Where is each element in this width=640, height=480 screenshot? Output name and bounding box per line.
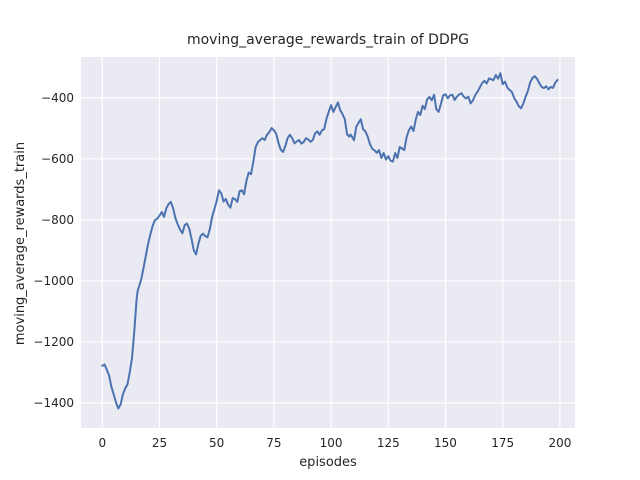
x-tick-label: 125 <box>376 436 400 450</box>
y-tick-label: −400 <box>41 90 74 105</box>
y-tick-label: −600 <box>41 151 74 166</box>
y-tick-label: −1000 <box>33 273 74 288</box>
x-tick-label: 50 <box>209 436 225 450</box>
x-tick-label: 0 <box>98 436 107 450</box>
plot-area <box>81 57 575 428</box>
line-chart-svg <box>81 57 575 428</box>
y-axis-label: moving_average_rewards_train <box>13 141 28 346</box>
x-tick-label: 150 <box>434 436 457 450</box>
series-line <box>101 72 559 410</box>
x-tick-label: 75 <box>266 436 282 450</box>
y-tick-label: −1200 <box>33 334 74 349</box>
x-tick-label: 200 <box>548 436 572 450</box>
chart-title: moving_average_rewards_train of DDPG <box>186 32 470 48</box>
y-tick-label: −1400 <box>33 395 74 410</box>
x-tick-label: 25 <box>151 436 168 450</box>
y-tick-label: −800 <box>41 212 74 227</box>
x-tick-label: 100 <box>319 436 343 450</box>
x-axis-label: episodes <box>299 455 357 470</box>
x-tick-label: 175 <box>491 436 515 450</box>
